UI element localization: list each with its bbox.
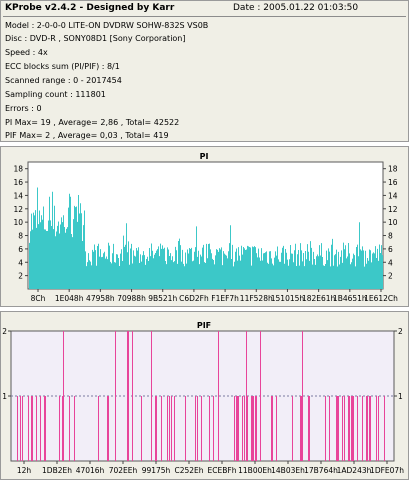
pif-y-tick-label-right: 2 — [398, 327, 403, 336]
pif-x-tick-label: 17B764h — [304, 466, 338, 475]
pi-axes: 2 2 4 4 6 6 8 8 10 10 12 12 14 14 16 16 18 18 8Ch 1E048h 479… — [13, 165, 398, 303]
pi-chart: PI 2 2 4 4 6 6 8 8 10 10 12 12 14 14 16 16 18 18 8Ch 1E048h… — [13, 152, 398, 303]
ecc-line: ECC blocks sum (PI/PIF) : 8/1 — [5, 62, 120, 71]
pif-x-tick-label: 99175h — [142, 466, 171, 475]
pi-y-tick-label-right: 4 — [388, 258, 393, 267]
pif-x-tick-label: ECEBFh — [208, 466, 237, 475]
pif-y-tick-label: 1 — [2, 392, 7, 401]
pi-x-tick-label: 1B4651h — [333, 294, 367, 303]
pi-y-tick-label: 10 — [13, 218, 23, 227]
app-title: KProbe v2.4.2 - Designed by Karr — [5, 3, 175, 13]
pi-x-tick-label: 70988h — [117, 294, 146, 303]
pi-y-tick-label: 6 — [18, 245, 23, 254]
pi-x-tick-label: 8Ch — [31, 294, 46, 303]
header-divider — [3, 16, 406, 17]
pif-spikes — [17, 331, 385, 461]
pi-x-tick-label: C6D2Fh — [179, 294, 209, 303]
pif-x-tick-label: 1DFE07h — [370, 466, 404, 475]
pif-x-tick-label: 11B00Eh — [238, 466, 272, 475]
speed-line: Speed : 4x — [5, 48, 48, 57]
pi-y-tick-label: 12 — [13, 205, 23, 214]
model-line: Model : 2-0-0-0 LITE-ON DVDRW SOHW-832S … — [5, 21, 209, 30]
pi-chart-title: PI — [200, 152, 209, 161]
pi-x-tick-label: 47958h — [86, 294, 115, 303]
pif-x-tick-label: 1DB2Eh — [42, 466, 72, 475]
pi-y-tick-label-right: 8 — [388, 232, 393, 241]
pif-x-tick-label: 47016h — [76, 466, 105, 475]
disc-line: Disc : DVD-R , SONY08D1 [Sony Corporatio… — [5, 34, 186, 43]
pi-y-tick-label-right: 6 — [388, 245, 393, 254]
pif-x-tick-label: 1AD243h — [337, 466, 372, 475]
pi-y-tick-label: 2 — [18, 272, 23, 281]
info-panel: KProbe v2.4.2 - Designed by Karr Date : … — [0, 0, 409, 142]
pi-y-tick-label: 4 — [18, 258, 23, 267]
pi-y-tick-label-right: 14 — [388, 191, 398, 200]
pi-y-tick-label-right: 10 — [388, 218, 398, 227]
pif-y-tick-label-right: 1 — [398, 392, 403, 401]
pif-x-tick-label: 14B03Eh — [271, 466, 305, 475]
pif-axes: 1 1 2 2 12h 1DB2Eh 47016h 702EEh 99175h C252Eh ECE… — [2, 327, 404, 475]
pi-y-tick-label-right: 12 — [388, 205, 398, 214]
pif-x-tick-label: 12h — [17, 466, 32, 475]
sampling-count-line: Sampling count : 111801 — [5, 90, 106, 99]
pi-y-tick-label-right: 16 — [388, 178, 398, 187]
pif-chart-panel: PIF 1 1 2 2 12h 1DB2Eh 47016h 702EEh 99175h C252E… — [0, 311, 409, 480]
pi-y-tick-label-right: 18 — [388, 165, 398, 174]
pi-y-tick-label-right: 2 — [388, 272, 393, 281]
pi-y-tick-label: 8 — [18, 232, 23, 241]
pi-x-tick-label: 11F528h — [240, 294, 273, 303]
pi-x-tick-label: F1EF7h — [211, 294, 239, 303]
pi-y-tick-label: 14 — [13, 191, 23, 200]
pi-bars — [29, 187, 383, 289]
pif-summary-line: PIF Max= 2 , Average= 0,03 , Total= 419 — [5, 131, 169, 140]
pi-x-tick-label: 9B521h — [148, 294, 177, 303]
pi-chart-panel: PI 2 2 4 4 6 6 8 8 10 10 12 12 14 14 16 16 18 18 8Ch 1E048h… — [0, 146, 409, 307]
pif-x-tick-label: 702EEh — [109, 466, 138, 475]
pi-x-tick-label: 1E048h — [55, 294, 84, 303]
scan-date: Date : 2005.01.22 01:03:50 — [233, 3, 359, 13]
pif-x-tick-label: C252Eh — [174, 466, 203, 475]
pi-x-tick-label: 1E612Ch — [364, 294, 398, 303]
scanned-range-line: Scanned range : 0 - 2017454 — [5, 76, 122, 85]
errors-line: Errors : 0 — [5, 104, 42, 113]
pi-x-tick-label: 182E61h — [302, 294, 336, 303]
pi-y-tick-label: 18 — [13, 165, 23, 174]
pif-chart: PIF 1 1 2 2 12h 1DB2Eh 47016h 702EEh 99175h C252E… — [2, 321, 404, 475]
pi-y-tick-label: 16 — [13, 178, 23, 187]
pif-y-tick-label: 2 — [2, 327, 7, 336]
pif-chart-title: PIF — [197, 321, 211, 330]
pi-x-tick-label: 151015h — [271, 294, 305, 303]
pi-summary-line: PI Max= 19 , Average= 2,86 , Total= 4252… — [5, 118, 180, 127]
